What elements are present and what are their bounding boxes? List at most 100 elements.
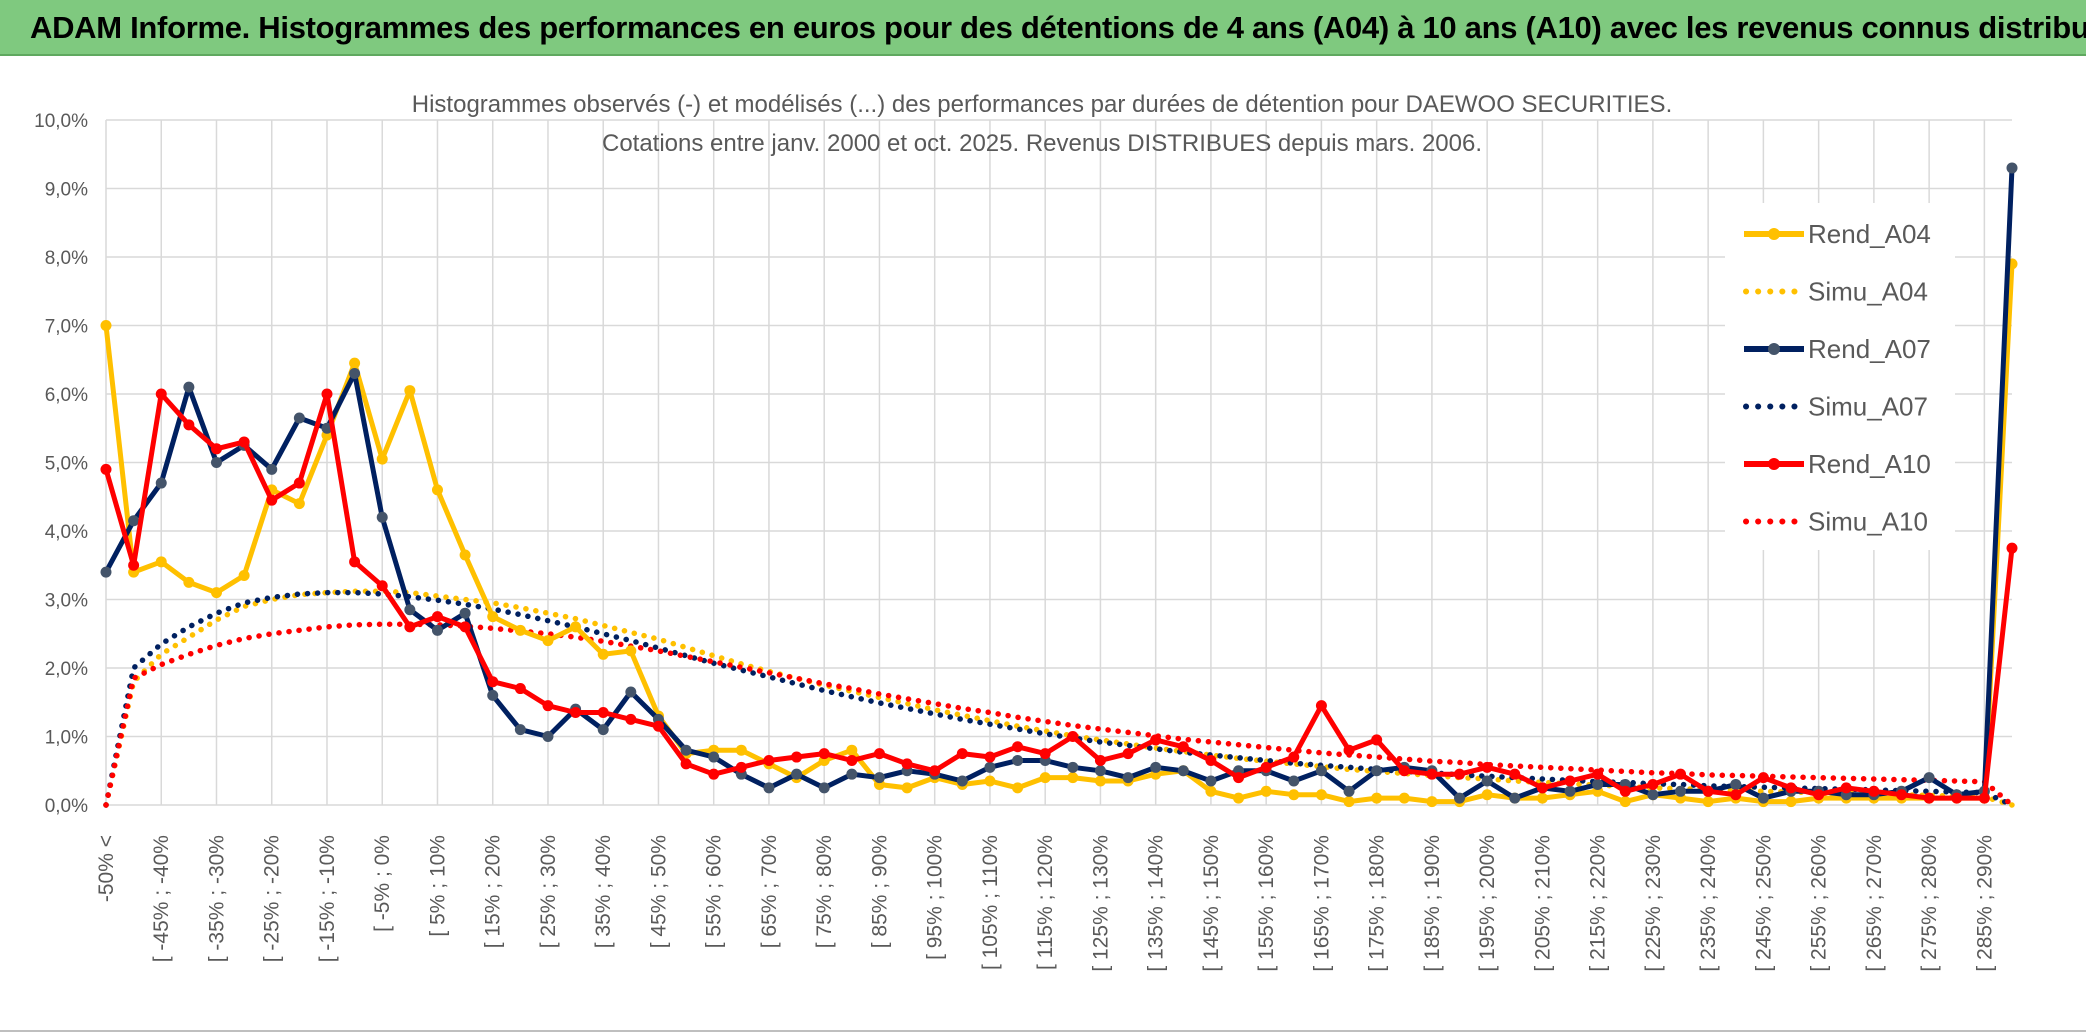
data-point [1398, 765, 1410, 777]
series-simu-a10 [103, 621, 2015, 808]
data-point [1951, 792, 1963, 804]
data-point [625, 713, 637, 725]
data-point [542, 635, 554, 647]
data-point [1371, 792, 1383, 804]
y-tick-label: 8,0% [45, 248, 88, 269]
x-tick-label: [ -45% ; -40% [150, 835, 173, 962]
data-point [183, 381, 195, 393]
data-point [210, 587, 222, 599]
data-point [1868, 785, 1880, 797]
data-point [1730, 789, 1742, 801]
x-tick-label: [ -35% ; -30% [205, 835, 228, 962]
data-point [100, 566, 112, 578]
data-point [487, 611, 499, 623]
x-tick-label: [ -15% ; -10% [316, 835, 339, 962]
data-point [846, 768, 858, 780]
x-tick-label: [ 165% ; 170% [1310, 835, 1333, 972]
data-point [1426, 796, 1438, 808]
data-point [597, 648, 609, 660]
data-point [1619, 785, 1631, 797]
data-point [293, 477, 305, 489]
data-point [1702, 785, 1714, 797]
data-point [1675, 768, 1687, 780]
data-point [1896, 789, 1908, 801]
x-tick-label: [ 55% ; 60% [703, 835, 726, 948]
data-point [791, 768, 803, 780]
data-point [128, 559, 140, 571]
data-point [1813, 789, 1825, 801]
data-point [183, 419, 195, 431]
data-point [1371, 734, 1383, 746]
series-line [103, 391, 2015, 801]
data-point [1315, 765, 1327, 777]
data-point [210, 457, 222, 468]
x-axis-ticks: -50% < [ -45% ; -40% [ -35% ; -30% [ -25% ;… [95, 835, 1996, 972]
data-point [1122, 772, 1134, 784]
data-point [1923, 792, 1935, 804]
data-point [984, 761, 996, 773]
x-tick-label: [ 15% ; 20% [482, 835, 505, 948]
data-point [1012, 741, 1024, 753]
data-point [680, 744, 692, 756]
data-point [1481, 789, 1493, 801]
data-point [1509, 768, 1521, 780]
data-point [459, 607, 471, 619]
y-tick-label: 5,0% [45, 454, 88, 475]
data-point [597, 707, 609, 719]
x-tick-label: [ 285% ; 290% [1973, 835, 1996, 972]
series-line [103, 621, 2015, 808]
data-point [183, 576, 195, 588]
data-point [1757, 792, 1769, 804]
data-point [1094, 765, 1106, 777]
x-tick-label: [ 275% ; 280% [1918, 835, 1941, 972]
data-point [514, 683, 526, 695]
x-tick-label: [ 45% ; 50% [647, 835, 670, 948]
legend: Rend_A04 Simu_A04 Rend_A07 Simu_A07 Rend_A10… [1725, 203, 1955, 550]
x-tick-label: [ 145% ; 150% [1200, 835, 1223, 972]
data-point [1481, 775, 1493, 787]
legend-label: Simu_A04 [1808, 277, 1928, 307]
data-point [625, 645, 637, 657]
data-point [1012, 782, 1024, 794]
data-point [1012, 754, 1024, 766]
data-point [1564, 775, 1576, 787]
data-point [625, 686, 637, 698]
data-point [1343, 785, 1355, 797]
legend-label: Simu_A10 [1808, 507, 1928, 537]
x-tick-label: [ 185% ; 190% [1421, 835, 1444, 972]
data-point [1233, 772, 1245, 784]
data-point [100, 463, 112, 475]
x-tick-label: [ 115% ; 120% [1034, 835, 1057, 970]
data-point [1536, 792, 1548, 804]
data-point [100, 320, 112, 331]
data-point [210, 443, 222, 455]
data-point [735, 761, 747, 773]
legend-label: Rend_A04 [1808, 219, 1931, 249]
data-point [1536, 782, 1548, 794]
data-point [984, 775, 996, 787]
data-point [1730, 778, 1742, 790]
data-point [321, 388, 333, 400]
x-tick-label: [ 265% ; 270% [1863, 835, 1886, 972]
legend-marker [1768, 458, 1780, 470]
data-point [1647, 778, 1659, 790]
data-point [376, 511, 388, 523]
data-point [1592, 778, 1604, 790]
legend-label: Rend_A10 [1808, 449, 1931, 479]
data-point [2006, 542, 2018, 554]
data-point [1785, 796, 1797, 808]
data-point [1122, 748, 1134, 760]
data-point [1619, 796, 1631, 808]
y-tick-label: 10,0% [34, 111, 88, 132]
data-point [1923, 772, 1935, 784]
data-point [155, 388, 167, 400]
data-point [459, 549, 471, 561]
data-point [1150, 734, 1162, 746]
y-tick-label: 4,0% [45, 522, 88, 543]
y-tick-label: 6,0% [45, 385, 88, 406]
data-point [1592, 768, 1604, 780]
chart-title: Histogrammes observés (-) et modélisés (… [412, 91, 1672, 118]
data-point [404, 621, 416, 633]
x-tick-label: [ -5% ; 0% [371, 835, 394, 932]
